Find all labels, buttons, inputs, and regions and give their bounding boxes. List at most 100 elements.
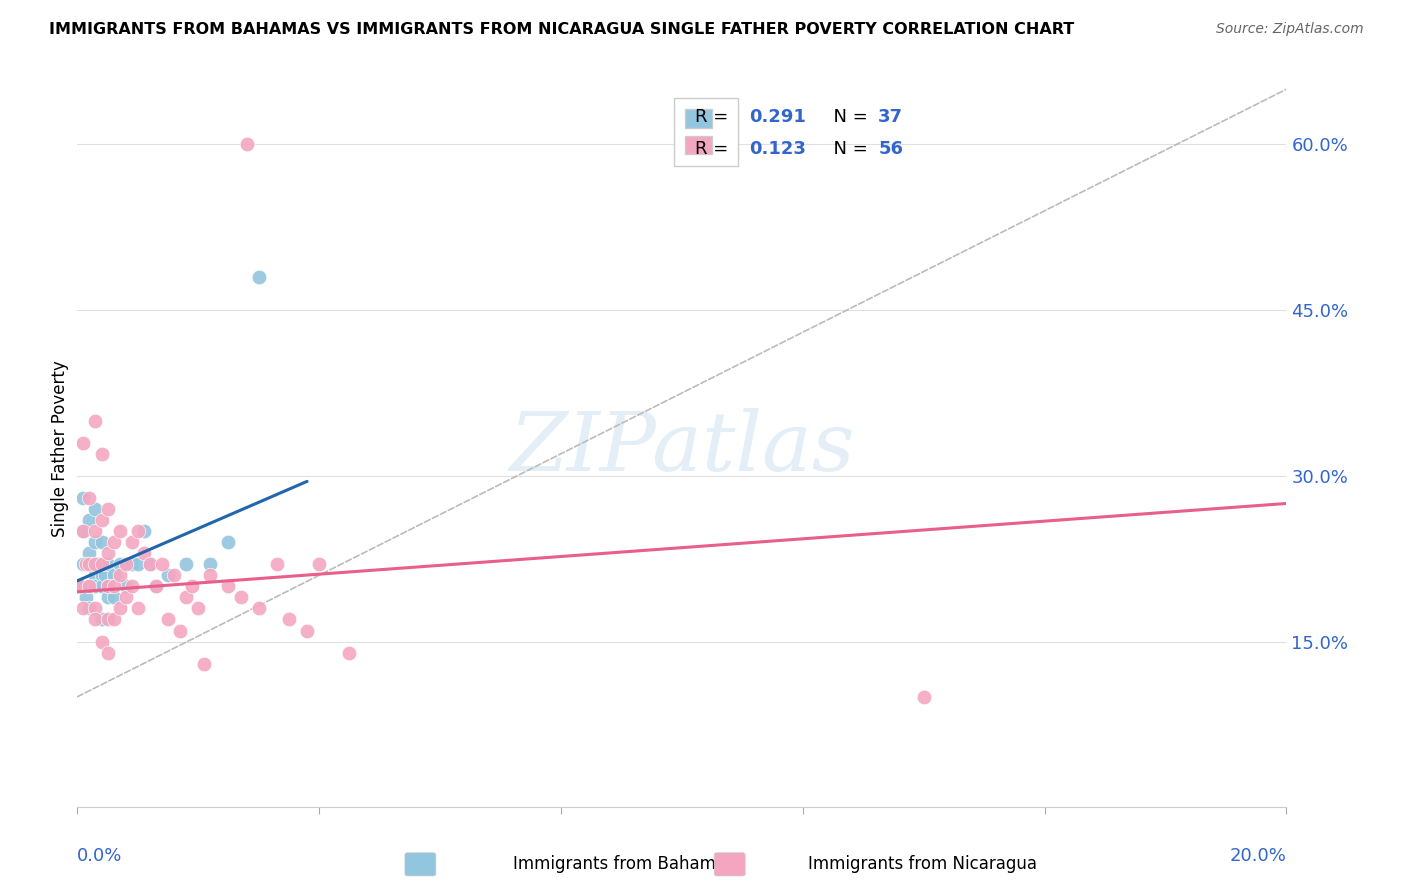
Text: Immigrants from Nicaragua: Immigrants from Nicaragua <box>808 855 1038 873</box>
Point <box>229 591 252 605</box>
Y-axis label: Single Father Poverty: Single Father Poverty <box>51 359 69 537</box>
Point <box>169 624 191 638</box>
Point <box>132 546 155 560</box>
Point <box>82 558 104 572</box>
Point <box>90 612 112 626</box>
Text: 0.291: 0.291 <box>749 108 806 126</box>
Point <box>127 601 149 615</box>
Point <box>84 601 107 615</box>
Point <box>114 579 136 593</box>
Text: 56: 56 <box>879 140 903 158</box>
Point <box>150 558 173 572</box>
Point <box>72 491 94 505</box>
Point <box>266 558 288 572</box>
Point <box>127 558 149 572</box>
Point <box>308 558 330 572</box>
Point <box>278 612 301 626</box>
Point <box>912 690 935 704</box>
Text: N =: N = <box>823 140 873 158</box>
Point <box>90 513 112 527</box>
Point <box>84 524 107 538</box>
Point <box>87 558 110 572</box>
Point <box>72 601 94 615</box>
Point <box>84 558 107 572</box>
Point <box>79 579 101 593</box>
Point <box>337 646 360 660</box>
Point <box>103 568 125 582</box>
Point <box>121 579 143 593</box>
Point <box>90 447 112 461</box>
Point <box>96 502 118 516</box>
Point <box>96 558 118 572</box>
Point <box>79 579 101 593</box>
Point <box>90 579 112 593</box>
Point <box>200 568 222 582</box>
Point <box>84 502 107 516</box>
Point <box>218 579 240 593</box>
Text: IMMIGRANTS FROM BAHAMAS VS IMMIGRANTS FROM NICARAGUA SINGLE FATHER POVERTY CORRE: IMMIGRANTS FROM BAHAMAS VS IMMIGRANTS FR… <box>49 22 1074 37</box>
Point <box>121 535 143 549</box>
Text: R =: R = <box>696 108 734 126</box>
Point <box>79 546 101 560</box>
Point <box>69 579 91 593</box>
Text: Immigrants from Bahamas: Immigrants from Bahamas <box>513 855 735 873</box>
Point <box>127 524 149 538</box>
Legend: , : , <box>675 98 738 166</box>
Text: 37: 37 <box>879 108 903 126</box>
Point <box>295 624 318 638</box>
Point <box>90 634 112 648</box>
Point <box>103 612 125 626</box>
Text: R =: R = <box>696 140 734 158</box>
Point <box>157 568 180 582</box>
Point <box>79 491 101 505</box>
Point <box>103 535 125 549</box>
Point <box>163 568 186 582</box>
Point <box>145 579 167 593</box>
Point <box>90 558 112 572</box>
Point <box>200 558 222 572</box>
Point <box>132 524 155 538</box>
Point <box>79 558 101 572</box>
Point <box>103 579 125 593</box>
Point <box>193 657 215 671</box>
Point <box>72 435 94 450</box>
Point <box>108 558 131 572</box>
Point <box>187 601 209 615</box>
Text: N =: N = <box>823 108 873 126</box>
Point <box>96 579 118 593</box>
Point <box>218 535 240 549</box>
Point <box>108 524 131 538</box>
Point <box>84 579 107 593</box>
Point <box>157 612 180 626</box>
Point <box>108 601 131 615</box>
Point <box>247 270 270 285</box>
Point <box>174 591 197 605</box>
Point <box>235 137 257 152</box>
Point <box>145 579 167 593</box>
Text: 20.0%: 20.0% <box>1230 847 1286 864</box>
Point <box>96 579 118 593</box>
Text: Source: ZipAtlas.com: Source: ZipAtlas.com <box>1216 22 1364 37</box>
Point <box>121 558 143 572</box>
Point <box>84 612 107 626</box>
Point <box>103 591 125 605</box>
Point <box>93 568 115 582</box>
Point <box>79 513 101 527</box>
Point <box>79 601 101 615</box>
Point <box>69 579 91 593</box>
Point <box>96 646 118 660</box>
Point <box>75 591 97 605</box>
Point <box>84 568 107 582</box>
Point <box>72 558 94 572</box>
Point <box>72 524 94 538</box>
Point <box>84 535 107 549</box>
Point <box>114 558 136 572</box>
Point <box>90 535 112 549</box>
Point <box>181 579 204 593</box>
Point <box>84 414 107 428</box>
Text: 0.123: 0.123 <box>749 140 806 158</box>
Point <box>139 558 162 572</box>
Point <box>72 524 94 538</box>
Point <box>139 558 162 572</box>
Point <box>114 591 136 605</box>
